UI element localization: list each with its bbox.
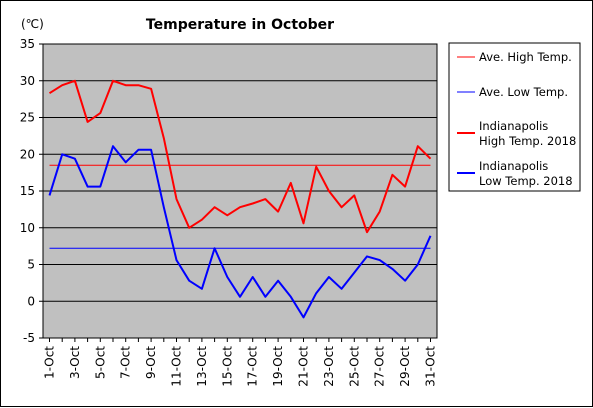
- x-axis: 1-Oct 3-Oct 5-Oct 7-Oct 9-Oct 11-Oct 13-Oct 15-…: [43, 338, 438, 387]
- y-tick-label: 5: [27, 258, 35, 272]
- legend-label: Low Temp. 2018: [479, 174, 573, 188]
- y-tick-label: 15: [20, 184, 35, 198]
- x-tick-label: 31-Oct: [424, 346, 438, 387]
- x-tick-label: 21-Oct: [297, 346, 311, 387]
- series-line-3: [48, 79, 432, 234]
- x-tick-label: 15-Oct: [220, 346, 234, 387]
- gridlines: [43, 80, 437, 302]
- y-tick-label: 25: [20, 111, 35, 125]
- x-tick-label: 23-Oct: [322, 346, 336, 387]
- y-tick-label: 35: [20, 37, 35, 51]
- legend-label: Indianapolis: [479, 119, 548, 133]
- series-line-4: [48, 145, 432, 319]
- x-tick-label: 27-Oct: [373, 346, 387, 387]
- legend-label: High Temp. 2018: [479, 134, 576, 148]
- x-tick-label: 11-Oct: [170, 346, 184, 387]
- x-tick-label: 25-Oct: [347, 346, 361, 387]
- x-tick-label: 9-Oct: [144, 346, 158, 379]
- legend-label: Indianapolis: [479, 159, 548, 173]
- y-tick-label: 10: [20, 221, 35, 235]
- y-tick-label: 0: [27, 294, 35, 308]
- y-tick-label: 30: [20, 74, 35, 88]
- x-tick-label: 13-Oct: [195, 346, 209, 387]
- chart-title: Temperature in October: [146, 17, 334, 33]
- x-tick-label: 3-Oct: [68, 346, 82, 379]
- legend-label: Ave. Low Temp.: [479, 85, 568, 99]
- series-lines: [48, 79, 432, 319]
- x-tick-label: 5-Oct: [93, 346, 107, 379]
- y-axis: 35 30 25 20 15 10 5 0 -5: [20, 37, 43, 345]
- y-tick-label: -5: [23, 331, 35, 345]
- x-tick-label: 7-Oct: [119, 346, 133, 379]
- x-tick-label: 1-Oct: [43, 346, 57, 379]
- legend-label: Ave. High Temp.: [479, 50, 572, 64]
- legend: Ave. High Temp. Ave. Low Temp. Indianapoli…: [448, 42, 581, 192]
- legend-box: [448, 42, 581, 192]
- y-unit-label: (℃): [21, 17, 44, 31]
- x-tick-label: 29-Oct: [398, 346, 412, 387]
- x-tick-label: 17-Oct: [246, 346, 260, 387]
- y-tick-label: 20: [20, 147, 35, 161]
- x-tick-label: 19-Oct: [271, 346, 285, 387]
